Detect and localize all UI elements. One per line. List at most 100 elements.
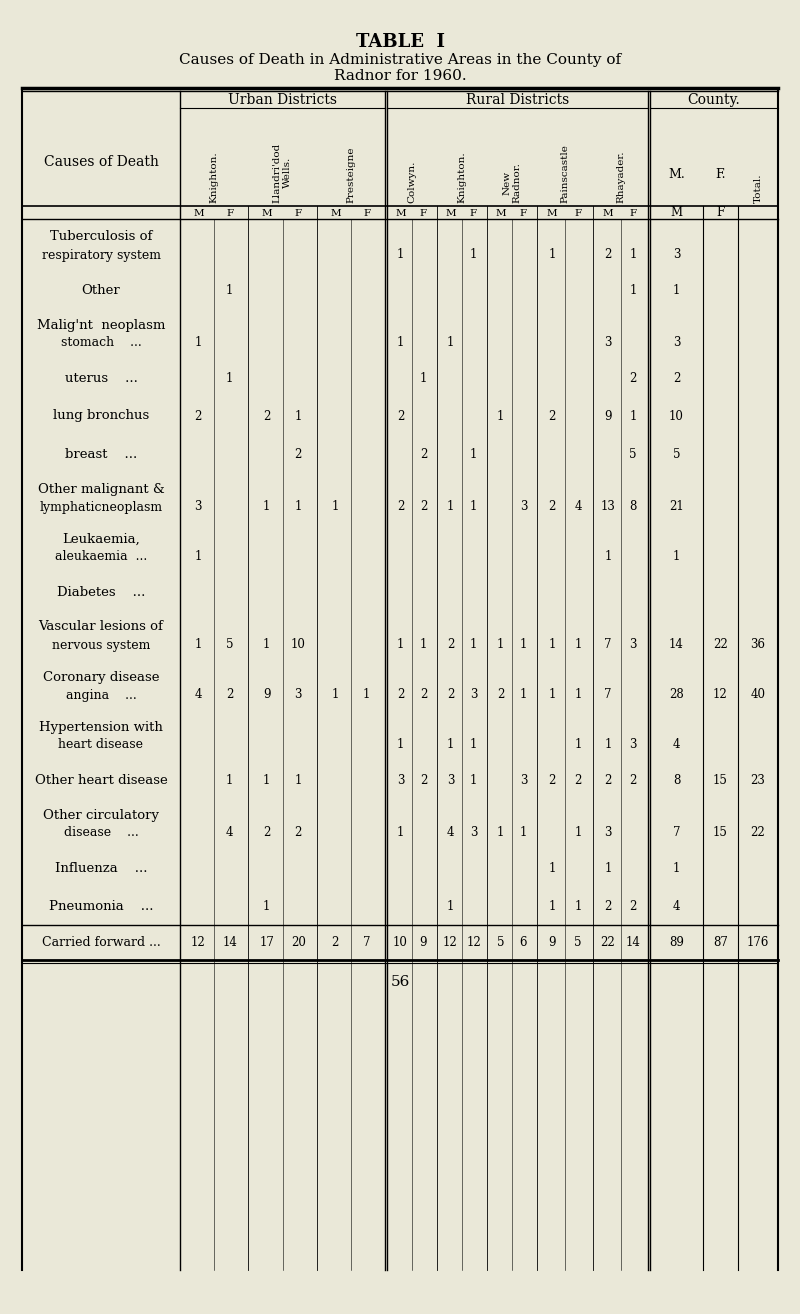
Text: M: M <box>193 209 204 218</box>
Text: F: F <box>574 209 582 218</box>
Text: 1: 1 <box>574 900 582 912</box>
Text: 14: 14 <box>669 639 684 652</box>
Text: 1: 1 <box>447 336 454 350</box>
Text: 12: 12 <box>191 937 206 950</box>
Text: M: M <box>262 209 272 218</box>
Text: 1: 1 <box>332 501 339 514</box>
Text: Rhayader.: Rhayader. <box>616 151 625 202</box>
Text: 1: 1 <box>470 774 477 787</box>
Text: 1: 1 <box>549 900 556 912</box>
Text: 2: 2 <box>549 774 556 787</box>
Text: 5: 5 <box>497 937 504 950</box>
Text: 1: 1 <box>673 284 680 297</box>
Text: 2: 2 <box>549 410 556 423</box>
Text: Urban Districts: Urban Districts <box>228 93 337 106</box>
Text: 12: 12 <box>443 937 458 950</box>
Text: 17: 17 <box>259 937 274 950</box>
Text: 1: 1 <box>549 689 556 702</box>
Text: M: M <box>602 209 613 218</box>
Text: F: F <box>630 209 637 218</box>
Text: 13: 13 <box>601 501 615 514</box>
Text: F: F <box>226 209 234 218</box>
Text: Causes of Death: Causes of Death <box>43 155 158 170</box>
Text: 1: 1 <box>447 738 454 752</box>
Text: 1: 1 <box>630 410 637 423</box>
Text: 3: 3 <box>194 501 202 514</box>
Text: Other: Other <box>82 284 120 297</box>
Text: 1: 1 <box>520 689 527 702</box>
Text: 10: 10 <box>393 937 408 950</box>
Text: Malig'nt  neoplasm: Malig'nt neoplasm <box>37 318 165 331</box>
Text: 1: 1 <box>673 551 680 564</box>
Text: Knighton.: Knighton. <box>458 151 466 202</box>
Text: angina    ...: angina ... <box>66 689 136 702</box>
Text: 1: 1 <box>447 501 454 514</box>
Text: 2: 2 <box>630 372 637 385</box>
Text: 3: 3 <box>520 501 527 514</box>
Text: 1: 1 <box>332 689 339 702</box>
Text: 3: 3 <box>446 774 454 787</box>
Text: Diabetes    ...: Diabetes ... <box>57 586 145 598</box>
Text: 2: 2 <box>263 410 270 423</box>
Text: 3: 3 <box>294 689 302 702</box>
Text: 1: 1 <box>604 551 611 564</box>
Text: Rural Districts: Rural Districts <box>466 93 569 106</box>
Text: 2: 2 <box>263 827 270 840</box>
Text: 2: 2 <box>294 448 302 460</box>
Text: 4: 4 <box>194 689 202 702</box>
Text: Total.: Total. <box>754 173 762 202</box>
Text: 15: 15 <box>713 827 728 840</box>
Text: stomach    ...: stomach ... <box>61 336 142 350</box>
Text: 2: 2 <box>420 501 427 514</box>
Text: F: F <box>420 209 427 218</box>
Text: Other circulatory: Other circulatory <box>43 808 159 821</box>
Text: breast    ...: breast ... <box>65 448 137 460</box>
Text: 7: 7 <box>604 639 612 652</box>
Text: uterus    ...: uterus ... <box>65 372 138 385</box>
Text: 1: 1 <box>263 501 270 514</box>
Text: 9: 9 <box>548 937 556 950</box>
Text: 1: 1 <box>263 639 270 652</box>
Text: 2: 2 <box>447 639 454 652</box>
Text: 1: 1 <box>294 501 302 514</box>
Text: 1: 1 <box>574 738 582 752</box>
Text: 2: 2 <box>630 900 637 912</box>
Text: 1: 1 <box>604 862 611 875</box>
Text: F: F <box>363 209 370 218</box>
Text: respiratory system: respiratory system <box>42 248 161 261</box>
Text: 3: 3 <box>604 827 612 840</box>
Text: 2: 2 <box>294 827 302 840</box>
Text: 5: 5 <box>630 448 637 460</box>
Text: F: F <box>716 206 725 219</box>
Text: lung bronchus: lung bronchus <box>53 410 149 423</box>
Text: 1: 1 <box>470 248 477 261</box>
Text: 5: 5 <box>226 639 234 652</box>
Text: 2: 2 <box>604 248 611 261</box>
Text: 2: 2 <box>397 410 404 423</box>
Text: New
Radnor.: New Radnor. <box>502 162 522 202</box>
Text: 1: 1 <box>497 827 504 840</box>
Text: 1: 1 <box>226 284 234 297</box>
Text: 3: 3 <box>630 738 637 752</box>
Text: 2: 2 <box>673 372 680 385</box>
Text: M.: M. <box>668 168 685 181</box>
Text: 2: 2 <box>420 774 427 787</box>
Text: County.: County. <box>688 93 740 106</box>
Text: 2: 2 <box>332 937 339 950</box>
Text: 1: 1 <box>263 900 270 912</box>
Text: 22: 22 <box>750 827 766 840</box>
Text: Influenza    ...: Influenza ... <box>54 862 147 875</box>
Text: M: M <box>330 209 341 218</box>
Text: 22: 22 <box>601 937 615 950</box>
Text: 5: 5 <box>574 937 582 950</box>
Text: aleukaemia  ...: aleukaemia ... <box>55 551 147 564</box>
Text: 1: 1 <box>630 248 637 261</box>
Text: 1: 1 <box>397 336 404 350</box>
Text: 1: 1 <box>549 639 556 652</box>
Text: 2: 2 <box>397 689 404 702</box>
Text: 14: 14 <box>222 937 237 950</box>
Text: 1: 1 <box>226 774 234 787</box>
Text: 56: 56 <box>390 975 410 989</box>
Text: Presteigne: Presteigne <box>346 146 355 202</box>
Text: 3: 3 <box>470 689 478 702</box>
